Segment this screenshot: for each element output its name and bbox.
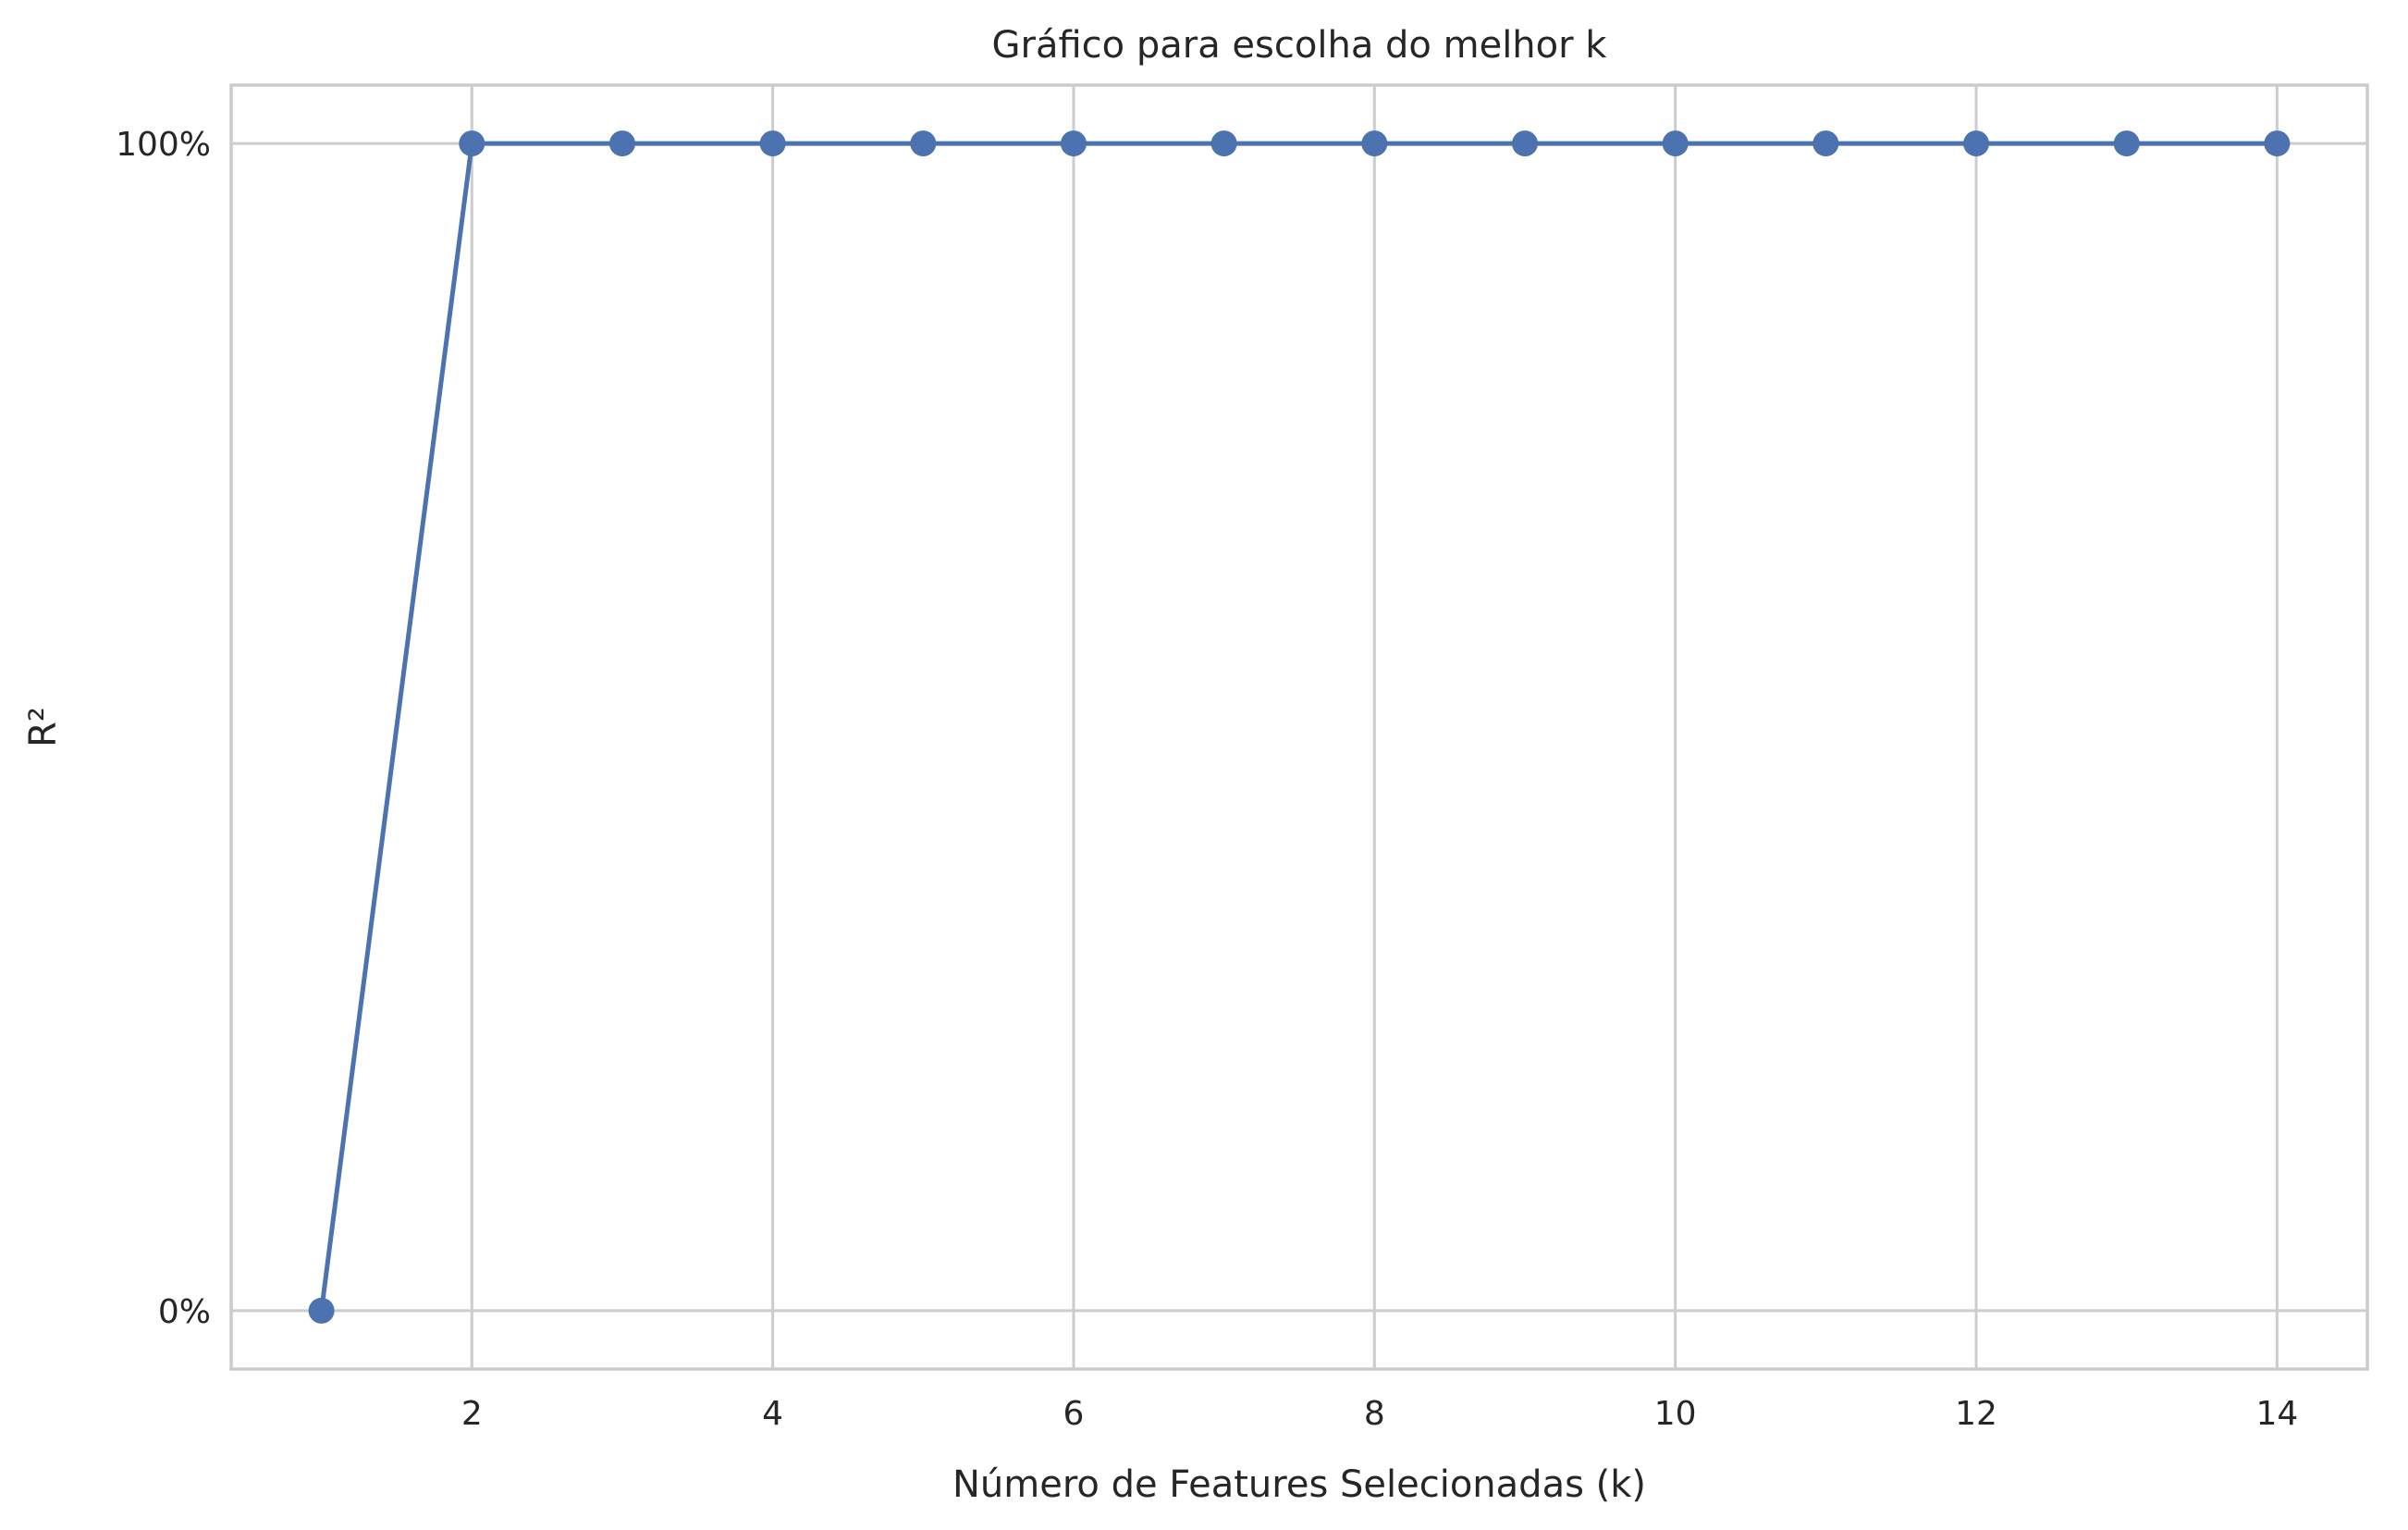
data-point bbox=[1361, 130, 1388, 157]
x-tick-label: 2 bbox=[461, 1395, 483, 1433]
data-point bbox=[1060, 130, 1087, 157]
x-tick-label: 8 bbox=[1364, 1395, 1385, 1433]
data-point bbox=[308, 1297, 335, 1324]
data-point bbox=[2264, 130, 2291, 157]
y-tick-label: 100% bbox=[116, 126, 211, 164]
data-point bbox=[1512, 130, 1539, 157]
data-point bbox=[1210, 130, 1237, 157]
data-point bbox=[459, 130, 485, 157]
x-tick-label: 6 bbox=[1063, 1395, 1085, 1433]
data-point bbox=[910, 130, 937, 157]
series-layer bbox=[308, 130, 2291, 1324]
data-point bbox=[2113, 130, 2140, 157]
chart-title: Gráfico para escolha do melhor k bbox=[992, 24, 1608, 67]
x-axis-label: Número de Features Selecionadas (k) bbox=[952, 1463, 1646, 1506]
y-tick-label: 0% bbox=[158, 1293, 211, 1331]
y-axis-label: R² bbox=[22, 707, 65, 747]
data-point bbox=[1812, 130, 1839, 157]
data-point bbox=[759, 130, 786, 157]
data-point bbox=[608, 130, 635, 157]
series-line bbox=[319, 141, 2279, 1314]
plot-area-frame bbox=[229, 83, 2369, 1371]
tick-label-layer: 2 4 6 8 10 12 14 0% 100% bbox=[116, 126, 2298, 1433]
x-tick-label: 12 bbox=[1955, 1395, 1997, 1433]
x-tick-label: 10 bbox=[1654, 1395, 1697, 1433]
x-tick-label: 4 bbox=[762, 1395, 783, 1433]
data-point bbox=[1963, 130, 1990, 157]
x-tick-label: 14 bbox=[2255, 1395, 2298, 1433]
data-point bbox=[1662, 130, 1689, 157]
